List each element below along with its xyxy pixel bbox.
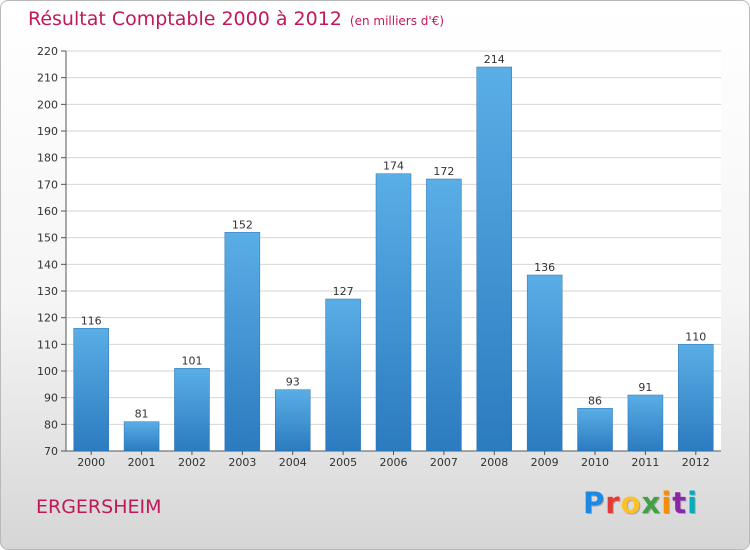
x-tick-label: 2008: [480, 456, 508, 469]
x-tick-label: 2005: [329, 456, 357, 469]
logo-letter: P: [583, 486, 606, 520]
bar-value-label: 81: [135, 408, 149, 421]
y-tick-label: 220: [37, 45, 58, 58]
chart-title: Résultat Comptable 2000 à 2012: [28, 8, 342, 30]
y-tick-label: 70: [44, 445, 58, 458]
y-tick-label: 110: [37, 338, 58, 351]
bar-2003: [224, 232, 261, 452]
bar-2007: [426, 178, 462, 452]
bar-2009: [526, 274, 563, 452]
bar-2011: [627, 394, 664, 452]
logo-letter: x: [641, 486, 662, 520]
chart-subtitle: (en milliers d'€): [349, 14, 445, 28]
bar-2002: [174, 368, 210, 452]
y-tick-label: 200: [37, 98, 58, 111]
x-tick-label: 2010: [581, 456, 609, 469]
bar-value-label: 93: [286, 376, 300, 389]
y-tick-label: 210: [37, 72, 58, 85]
logo-letter: t: [672, 486, 688, 520]
logo-letter: r: [605, 486, 621, 520]
bar-2005: [325, 298, 361, 452]
x-tick-label: 2009: [531, 456, 559, 469]
x-tick-label: 2004: [279, 456, 307, 469]
y-tick-label: 140: [37, 258, 58, 271]
place-name: ERGERSHEIM: [36, 496, 162, 518]
y-tick-label: 130: [37, 285, 58, 298]
y-tick-label: 120: [37, 312, 58, 325]
bar-2012: [678, 344, 714, 452]
bar-value-label: 116: [81, 314, 102, 327]
bar-2010: [577, 408, 613, 452]
logo-letter: i: [661, 486, 673, 520]
bar-value-label: 214: [484, 53, 505, 66]
x-tick-label: 2001: [128, 456, 156, 469]
y-tick-label: 160: [37, 205, 58, 218]
y-tick-label: 90: [44, 392, 58, 405]
bar-value-label: 110: [685, 330, 706, 343]
y-tick-label: 80: [44, 418, 58, 431]
bar-value-label: 101: [181, 354, 202, 367]
bar-value-label: 127: [333, 285, 354, 298]
bar-value-label: 86: [588, 394, 602, 407]
bar-2001: [123, 421, 160, 452]
logo-letter: o: [620, 486, 642, 520]
logo-letter: i: [687, 486, 699, 520]
y-tick-label: 100: [37, 365, 58, 378]
chart-title-block: Résultat Comptable 2000 à 2012 (en millie…: [28, 8, 444, 30]
bar-value-label: 174: [383, 160, 404, 173]
x-tick-label: 2011: [631, 456, 659, 469]
bar-value-label: 172: [433, 165, 454, 178]
bar-value-label: 152: [232, 218, 253, 231]
x-tick-label: 2012: [682, 456, 710, 469]
bar-2006: [375, 173, 412, 452]
y-tick-label: 180: [37, 152, 58, 165]
proxiti-logo: Proxiti: [583, 486, 698, 520]
y-tick-label: 190: [37, 125, 58, 138]
bar-2008: [476, 66, 513, 452]
y-tick-label: 150: [37, 232, 58, 245]
x-tick-label: 2003: [228, 456, 256, 469]
bar-value-label: 91: [638, 381, 652, 394]
x-tick-label: 2000: [77, 456, 105, 469]
bar-2000: [73, 328, 109, 452]
x-tick-label: 2007: [430, 456, 458, 469]
x-tick-label: 2002: [178, 456, 206, 469]
y-tick-label: 170: [37, 178, 58, 191]
bar-value-label: 136: [534, 261, 555, 274]
bar-2004: [274, 389, 311, 452]
x-tick-label: 2006: [380, 456, 408, 469]
